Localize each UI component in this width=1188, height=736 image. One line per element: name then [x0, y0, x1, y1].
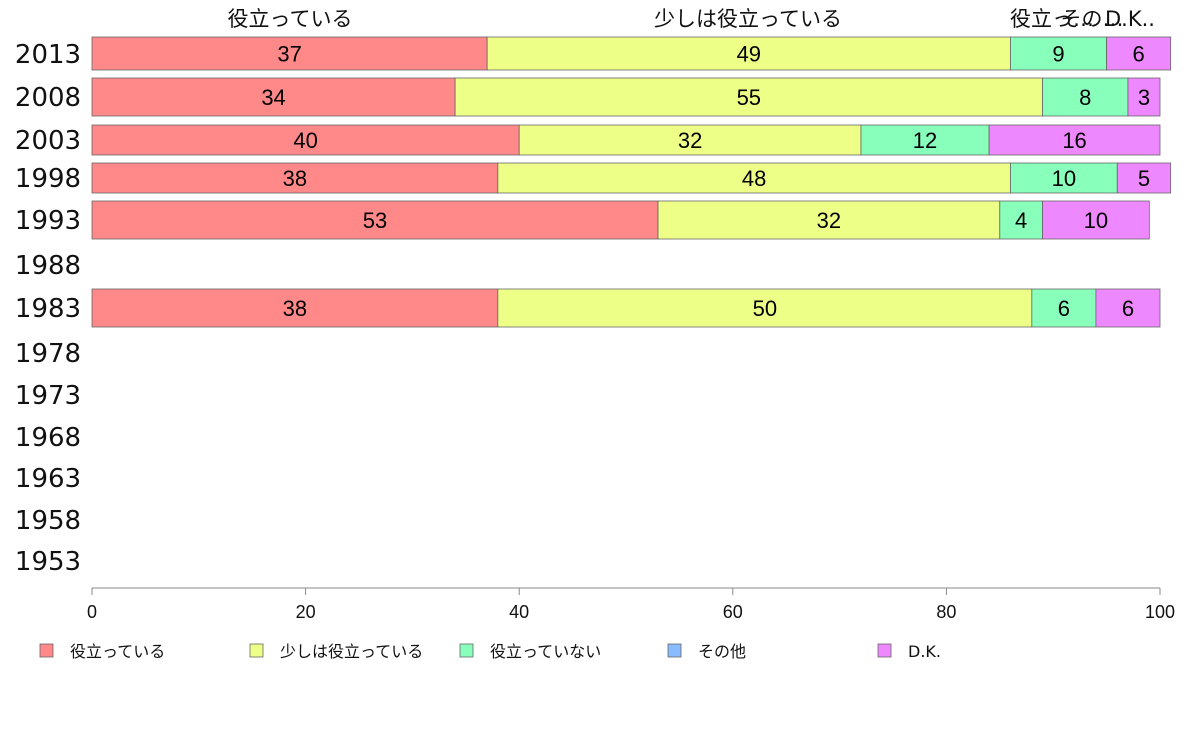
value-label-2013-2: 9: [1052, 42, 1064, 67]
value-label-2003-1: 32: [678, 128, 702, 153]
value-label-1993-0: 53: [363, 208, 387, 233]
value-label-1998-0: 38: [283, 166, 307, 191]
year-label-1958: 1958: [15, 506, 81, 536]
value-label-2013-1: 49: [737, 42, 761, 67]
legend-label-2: 役立っていない: [490, 642, 601, 661]
bar-1993-4: [1042, 200, 1150, 240]
year-label-1973: 1973: [15, 381, 81, 411]
x-tick-label-20: 20: [296, 602, 316, 622]
top-label-0: 役立っている: [228, 7, 353, 31]
value-label-2008-0: 34: [261, 85, 285, 110]
legend: 役立っている 少しは役立っている 役立っていない その他 D.K.: [39, 642, 941, 661]
year-label-1968: 1968: [15, 423, 81, 453]
year-axis-labels: 2013 2008 2003 1998 1993 1988 1983 1978 1973 1968…: [15, 40, 81, 577]
x-tick-label-60: 60: [723, 602, 743, 622]
legend-swatch-4: [877, 643, 892, 658]
bar-2003-1: [518, 124, 862, 156]
x-tick-label-40: 40: [509, 602, 529, 622]
bar-2008-2: [1042, 77, 1129, 117]
year-label-1988: 1988: [15, 251, 81, 281]
bar-2003-2: [860, 124, 990, 156]
year-label-1963: 1963: [15, 464, 81, 494]
year-label-1953: 1953: [15, 547, 81, 577]
bar-1998-0: [91, 162, 499, 194]
value-label-1998-2: 10: [1052, 166, 1076, 191]
bar-2003-4: [988, 124, 1161, 156]
x-tick-label-80: 80: [936, 602, 956, 622]
bar-2013-0: [91, 36, 488, 71]
value-label-1983-1: 50: [753, 296, 777, 321]
bar-1998-1: [497, 162, 1011, 194]
year-label-1983: 1983: [15, 294, 81, 324]
top-label-1: 少しは役立っている: [654, 7, 842, 31]
value-label-2003-0: 40: [293, 128, 317, 153]
value-label-1983-0: 38: [283, 296, 307, 321]
value-label-2008-1: 55: [737, 85, 761, 110]
top-label-2: 役立っ…: [1010, 7, 1094, 31]
bar-1993-1: [657, 200, 1001, 240]
bar-2003-0: [91, 124, 520, 156]
value-label-2003-4: 16: [1062, 128, 1086, 153]
bar-1998-4: [1116, 162, 1172, 194]
x-tick-label-0: 0: [87, 602, 97, 622]
value-label-1993-1: 32: [817, 208, 841, 233]
value-label-2008-2: 8: [1079, 85, 1091, 110]
legend-swatch-0: [39, 643, 54, 658]
year-label-1978: 1978: [15, 339, 81, 369]
bar-2013-4: [1106, 36, 1172, 71]
bar-2008-0: [91, 77, 456, 117]
value-label-2013-0: 37: [277, 42, 301, 67]
value-label-1998-4: 5: [1138, 166, 1150, 191]
value-label-1993-4: 10: [1084, 208, 1108, 233]
year-label-2008: 2008: [15, 83, 81, 113]
year-label-1993: 1993: [15, 206, 81, 236]
value-label-1998-1: 48: [742, 166, 766, 191]
top-label-4: D.K..: [1105, 7, 1155, 31]
value-label-2013-4: 6: [1133, 42, 1145, 67]
bar-2008-4: [1127, 77, 1161, 117]
legend-swatch-2: [459, 643, 474, 658]
bar-1983-4: [1095, 288, 1161, 328]
legend-label-0: 役立っている: [70, 642, 165, 661]
year-label-2003: 2003: [15, 126, 81, 156]
bar-1983-0: [91, 288, 499, 328]
legend-swatch-1: [249, 643, 264, 658]
bars: 37 49 9 6 34 55 8 3 40 32 12 16 38 48 10 5 53 32 4 10 38 50 6 6: [91, 36, 1172, 328]
top-label-3: その…: [1061, 7, 1124, 31]
year-label-2013: 2013: [15, 40, 81, 70]
legend-label-3: その他: [698, 642, 746, 661]
legend-swatch-3: [667, 643, 682, 658]
value-label-1983-4: 6: [1122, 296, 1134, 321]
value-label-1983-2: 6: [1058, 296, 1070, 321]
legend-label-4: D.K.: [908, 642, 941, 661]
bar-1993-0: [91, 200, 659, 240]
top-series-labels: 役立っている 少しは役立っている 役立っ…その…D.K..: [228, 7, 1155, 31]
value-label-2003-2: 12: [913, 128, 937, 153]
legend-label-1: 少しは役立っている: [280, 642, 423, 661]
bar-2008-1: [454, 77, 1043, 117]
bar-1983-2: [1031, 288, 1097, 328]
x-tick-label-100: 100: [1145, 602, 1175, 622]
value-label-2008-4: 3: [1138, 85, 1150, 110]
value-label-1993-2: 4: [1015, 208, 1027, 233]
x-axis: 0 20 40 60 80 100: [87, 587, 1175, 622]
year-label-1998: 1998: [15, 164, 81, 194]
